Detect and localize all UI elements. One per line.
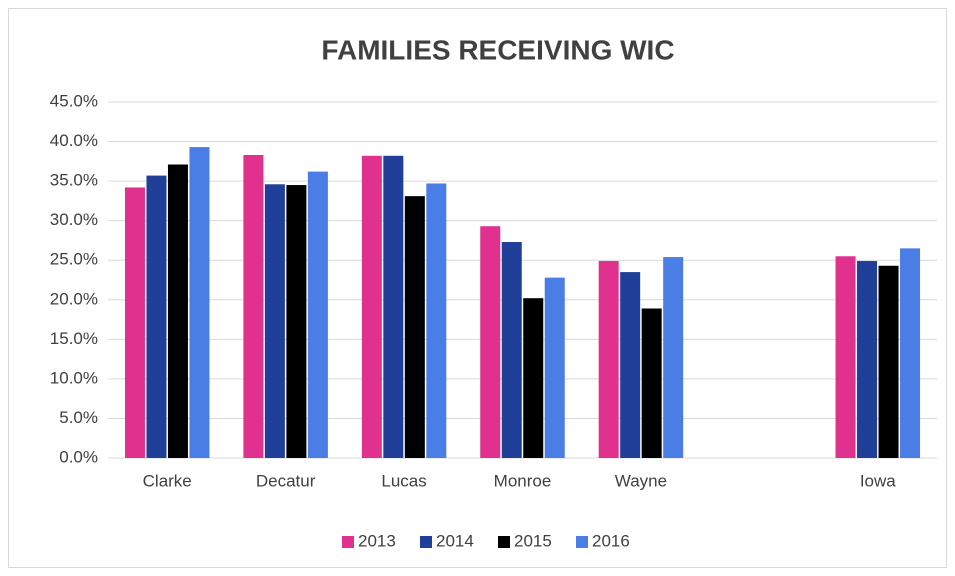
bar bbox=[523, 298, 544, 458]
y-tick-label: 10.0% bbox=[50, 368, 98, 387]
bar bbox=[620, 272, 641, 458]
bar bbox=[501, 242, 522, 458]
bar bbox=[426, 183, 447, 459]
bar bbox=[544, 277, 565, 458]
legend-swatch bbox=[342, 536, 354, 548]
bar bbox=[264, 184, 285, 458]
y-tick-label: 25.0% bbox=[50, 250, 98, 269]
bar bbox=[167, 164, 188, 458]
legend-label: 2015 bbox=[514, 531, 552, 550]
y-tick-label: 20.0% bbox=[50, 289, 98, 308]
bar bbox=[189, 147, 210, 459]
y-tick-label: 30.0% bbox=[50, 210, 98, 229]
bar bbox=[307, 171, 328, 458]
legend-swatch bbox=[420, 536, 432, 548]
bar bbox=[641, 308, 662, 458]
legend-label: 2016 bbox=[592, 531, 630, 550]
y-tick-label: 5.0% bbox=[59, 408, 98, 427]
bar bbox=[286, 185, 307, 459]
x-tick-label: Monroe bbox=[494, 471, 552, 490]
y-tick-label: 15.0% bbox=[50, 329, 98, 348]
y-tick-label: 40.0% bbox=[50, 131, 98, 150]
bar bbox=[663, 257, 684, 458]
y-tick-label: 0.0% bbox=[59, 447, 98, 466]
chart-title: FAMILIES RECEIVING WIC bbox=[321, 34, 674, 65]
y-tick-label: 35.0% bbox=[50, 171, 98, 190]
bar bbox=[146, 175, 167, 458]
x-tick-label: Iowa bbox=[860, 471, 896, 490]
bar bbox=[383, 155, 404, 458]
bar bbox=[900, 248, 921, 458]
bar bbox=[835, 256, 856, 458]
legend-swatch bbox=[498, 536, 510, 548]
legend-swatch bbox=[576, 536, 588, 548]
bar bbox=[480, 226, 501, 458]
x-tick-label: Wayne bbox=[615, 471, 667, 490]
x-tick-label: Clarke bbox=[143, 471, 192, 490]
legend-label: 2014 bbox=[436, 531, 474, 550]
bar bbox=[404, 196, 425, 459]
bar bbox=[243, 155, 264, 458]
legend-label: 2013 bbox=[358, 531, 396, 550]
x-tick-label: Decatur bbox=[256, 471, 316, 490]
bar bbox=[598, 261, 619, 458]
bar bbox=[878, 265, 899, 458]
y-tick-label: 45.0% bbox=[50, 91, 98, 110]
bar bbox=[857, 261, 878, 458]
bar bbox=[361, 155, 382, 458]
x-tick-label: Lucas bbox=[381, 471, 426, 490]
bar bbox=[124, 187, 145, 458]
